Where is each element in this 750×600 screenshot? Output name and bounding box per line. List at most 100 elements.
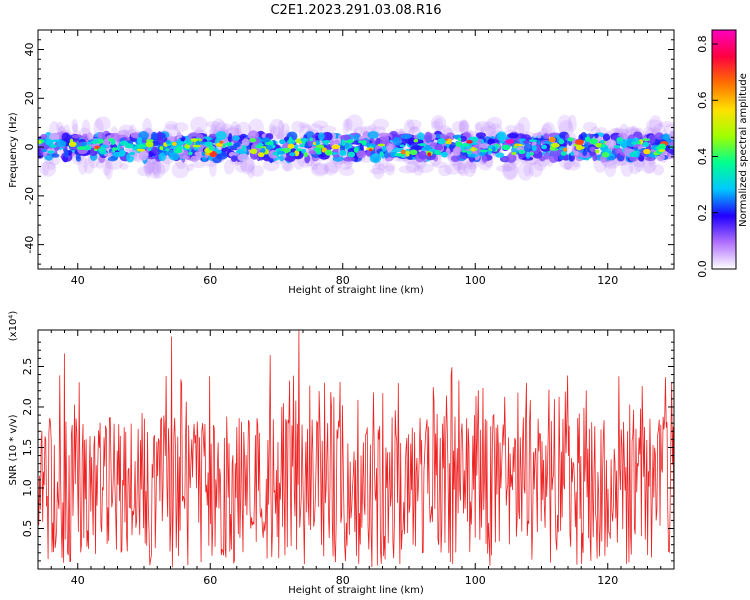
heatmap-cell [572,150,579,156]
heatmap-cell [353,133,361,142]
heatmap-hotspot [136,137,143,144]
heatmap-cell [602,133,611,142]
heatmap-halo [437,165,452,177]
heatmap-cell [408,136,413,146]
heatmap-hotspot [574,139,584,145]
heatmap-halo [291,120,305,133]
heatmap-hotspot [287,143,295,149]
heatmap-halo [528,161,544,178]
heatmap-hotspot [427,152,431,157]
heatmap-hotspot [377,143,386,147]
heatmap-hotspot [225,142,233,146]
heatmap-halo [405,161,420,173]
heatmap-hotspot [131,146,140,150]
heatmap-halo [384,162,396,172]
heatmap-hotspot [208,144,214,151]
heatmap-halo [221,123,234,133]
heatmap-hotspot [570,151,574,157]
heatmap-hotspot [209,150,218,158]
heatmap-hotspot [629,152,638,158]
heatmap-hotspot [51,139,60,143]
heatmap-halo [105,158,123,170]
heatmap-halo [344,118,353,132]
heatmap-halo [72,123,79,134]
heatmap-cell [411,145,422,151]
heatmap-cell [356,150,367,159]
heatmap-halo [459,120,469,135]
heatmap-halo [262,159,280,172]
heatmap-hotspot [575,144,583,151]
heatmap-hotspot [315,147,322,153]
heatmap-cell [647,134,656,144]
heatmap-cell [558,155,565,160]
heatmap-hotspot [47,150,55,154]
colorbar-ticks: 0.0 0.2 0.4 0.6 0.8 [696,35,718,278]
heatmap-hotspot [45,139,54,146]
heatmap-halo [643,157,657,174]
heatmap-hotspot [353,147,359,153]
heatmap-halo [416,163,434,173]
x-tick-label: 120 [597,574,618,587]
heatmap-hotspot [637,140,641,145]
heatmap-hotspot [275,148,281,152]
heatmap-hotspot [331,152,338,155]
heatmap-hotspot [379,151,384,157]
heatmap-halo [318,125,337,133]
heatmap-hotspot [413,139,419,143]
heatmap-hotspot [38,139,42,144]
heatmap-cell [247,130,259,140]
heatmap-halo [456,158,470,177]
heatmap-cell [190,155,199,163]
x-tick-label: 40 [71,574,85,587]
heatmap-cell [416,132,425,142]
heatmap-hotspot [461,150,468,153]
heatmap-hotspot [558,138,565,145]
heatmap-halo [517,160,534,181]
heatmap-cell [467,153,479,158]
heatmap-cell [495,152,505,158]
heatmap-halo [149,161,160,175]
heatmap-halo [152,160,162,178]
x-tick-label: 120 [597,274,618,287]
heatmap-halo [612,127,625,134]
heatmap-cell [228,132,233,143]
colorbar-tick-label: 0.6 [696,92,709,110]
heatmap-hotspot [249,148,258,155]
heatmap-halo [119,163,129,170]
heatmap-cell [629,156,638,162]
heatmap-hotspot [616,140,625,145]
heatmap-cell [63,148,69,158]
heatmap-hotspot [186,136,190,143]
heatmap-halo [247,163,255,179]
snr-panel: 40 60 80 100 120 0.5 1.0 1.5 2.0 2.5 (x10⁴) Heig… [8,311,675,596]
heatmap-halo [378,163,385,171]
heatmap-hotspot [613,144,621,149]
heatmap-halo [164,120,178,130]
heatmap-hotspot [265,145,273,150]
heatmap-hotspot [118,150,126,157]
y-tick-label: 2.5 [21,358,34,376]
heatmap-halo [434,118,444,131]
heatmap-hotspot [136,148,146,152]
heatmap-cell [208,133,217,138]
heatmap-halo [102,158,112,176]
heatmap-halo [369,168,386,175]
heatmap-halo [646,119,663,132]
heatmap-hotspot [296,148,303,152]
heatmap-cell [620,139,628,147]
heatmap-hotspot [201,151,206,157]
heatmap-halo [444,163,461,175]
heatmap-halo [186,163,194,172]
colorbar-label: Normalized spectral amplitude [738,73,749,227]
heatmap-hotspot [405,150,410,157]
heatmap-halo [413,164,424,176]
heatmap-halo [486,116,503,130]
snr-x-ticks: 40 60 80 100 120 [50,330,675,587]
heatmap-cell [40,133,48,140]
heatmap-hotspot [49,144,57,148]
heatmap-cell [275,132,285,140]
heatmap-hotspot [184,143,190,149]
heatmap-cell [401,137,407,147]
heatmap-cell [584,140,589,149]
heatmap-cell [668,141,674,147]
